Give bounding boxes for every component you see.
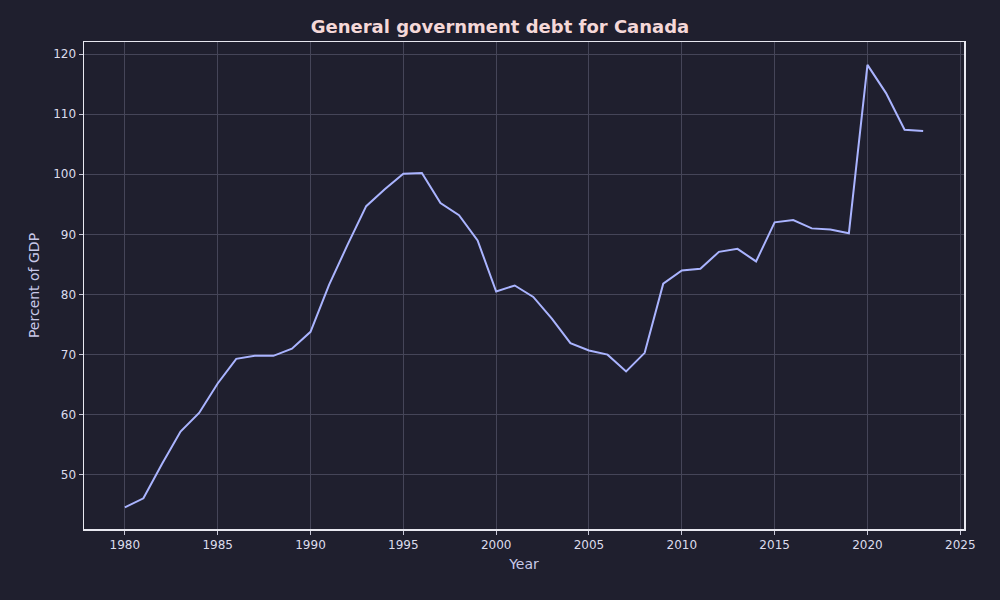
svg-text:50: 50 bbox=[61, 468, 76, 482]
svg-text:100: 100 bbox=[53, 167, 76, 181]
svg-text:2000: 2000 bbox=[481, 538, 512, 552]
svg-text:120: 120 bbox=[53, 47, 76, 61]
svg-text:110: 110 bbox=[53, 107, 76, 121]
svg-text:90: 90 bbox=[61, 228, 76, 242]
svg-text:80: 80 bbox=[61, 288, 76, 302]
svg-text:60: 60 bbox=[61, 408, 76, 422]
svg-text:Year: Year bbox=[508, 556, 539, 572]
svg-text:General government debt for Ca: General government debt for Canada bbox=[311, 16, 690, 37]
svg-text:Percent of GDP: Percent of GDP bbox=[26, 233, 42, 338]
svg-text:1990: 1990 bbox=[295, 538, 326, 552]
svg-text:2025: 2025 bbox=[945, 538, 976, 552]
svg-text:2015: 2015 bbox=[759, 538, 790, 552]
svg-text:2020: 2020 bbox=[852, 538, 883, 552]
svg-text:2010: 2010 bbox=[667, 538, 698, 552]
svg-text:1985: 1985 bbox=[202, 538, 233, 552]
svg-text:1980: 1980 bbox=[110, 538, 141, 552]
svg-text:1995: 1995 bbox=[388, 538, 419, 552]
svg-text:70: 70 bbox=[61, 348, 76, 362]
svg-text:2005: 2005 bbox=[574, 538, 605, 552]
